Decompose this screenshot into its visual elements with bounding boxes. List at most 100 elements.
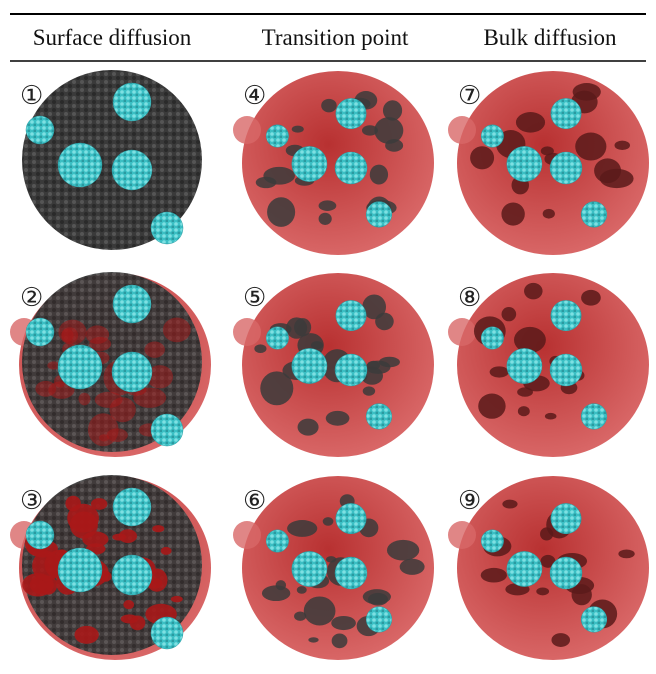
cluster (581, 202, 607, 228)
panel-label: ⑦ (458, 81, 481, 111)
patch (61, 329, 73, 342)
cluster (550, 152, 582, 184)
cluster (26, 521, 54, 549)
cluster (292, 551, 327, 586)
cluster (26, 116, 54, 144)
patch (581, 290, 601, 306)
patch (321, 99, 337, 113)
cluster (113, 285, 151, 323)
patch (35, 381, 56, 397)
patch (370, 165, 388, 185)
patch (99, 434, 109, 441)
patch (363, 589, 391, 604)
simulation-panel: ⑤ (233, 273, 434, 457)
patch (171, 596, 183, 602)
cluster (336, 98, 366, 128)
cluster (113, 83, 151, 121)
panel-label: ④ (243, 81, 266, 111)
cluster (335, 557, 367, 589)
patch (536, 588, 549, 596)
cluster (550, 354, 582, 386)
simulation-panel: ⑨ (448, 476, 649, 660)
cluster (481, 327, 503, 349)
red-bulge (448, 116, 476, 144)
patch (308, 637, 318, 642)
figure: Surface diffusion Transition point Bulk … (0, 0, 656, 674)
patch (543, 209, 555, 219)
patch (331, 616, 356, 630)
cluster (551, 503, 581, 533)
cluster (366, 404, 392, 430)
simulation-panel: ③ (10, 475, 211, 660)
cluster (336, 300, 366, 330)
column-header: Surface diffusion (33, 25, 192, 50)
cluster (481, 530, 503, 552)
cluster (551, 300, 581, 330)
patch (572, 584, 592, 605)
patch (286, 317, 307, 338)
patch (374, 117, 403, 144)
patch (326, 556, 336, 562)
patch (298, 419, 319, 436)
cluster (507, 348, 542, 383)
cluster (336, 503, 366, 533)
patch (119, 529, 137, 543)
red-bulge (233, 521, 261, 549)
patch (400, 559, 425, 575)
patch (294, 612, 306, 621)
cluster (366, 607, 392, 633)
patch (470, 146, 494, 169)
patch (575, 132, 606, 160)
patch (501, 202, 524, 225)
cluster (366, 202, 392, 228)
patch (287, 520, 317, 537)
cluster (581, 607, 607, 633)
simulation-panel: ② (10, 272, 211, 457)
cluster (151, 414, 183, 446)
patch (332, 633, 348, 648)
patch (79, 393, 91, 406)
patch (74, 626, 98, 644)
red-bulge (448, 318, 476, 346)
cluster (113, 488, 151, 526)
cluster (58, 548, 102, 592)
patch (163, 318, 191, 343)
patch (152, 525, 164, 532)
cluster (112, 352, 152, 392)
simulation-panel: ⑧ (448, 273, 649, 457)
cluster (507, 551, 542, 586)
patch (304, 596, 336, 625)
patch (363, 386, 375, 395)
patch (144, 341, 165, 357)
cluster (481, 125, 503, 147)
cluster (58, 143, 102, 187)
patch (551, 633, 570, 647)
panel-label: ⑨ (458, 486, 481, 516)
cluster (266, 125, 288, 147)
patch (319, 213, 332, 225)
cluster (581, 404, 607, 430)
patch (618, 550, 634, 559)
patch (600, 169, 634, 188)
patch (297, 586, 307, 594)
patch (82, 531, 108, 547)
cluster (58, 345, 102, 389)
patch (385, 139, 403, 152)
cluster (335, 354, 367, 386)
simulation-panel: ⑦ (448, 71, 649, 255)
patch (161, 547, 172, 555)
cluster (507, 146, 542, 181)
patch (319, 200, 337, 211)
cluster (151, 212, 183, 244)
patch (518, 406, 530, 416)
red-bulge (233, 318, 261, 346)
patch (254, 344, 266, 353)
panel-label: ⑥ (243, 486, 266, 516)
patch (326, 411, 350, 426)
patch (86, 325, 109, 344)
column-header: Transition point (262, 25, 409, 50)
patch (262, 585, 290, 601)
panel-label: ③ (20, 486, 43, 516)
patch (540, 527, 553, 540)
